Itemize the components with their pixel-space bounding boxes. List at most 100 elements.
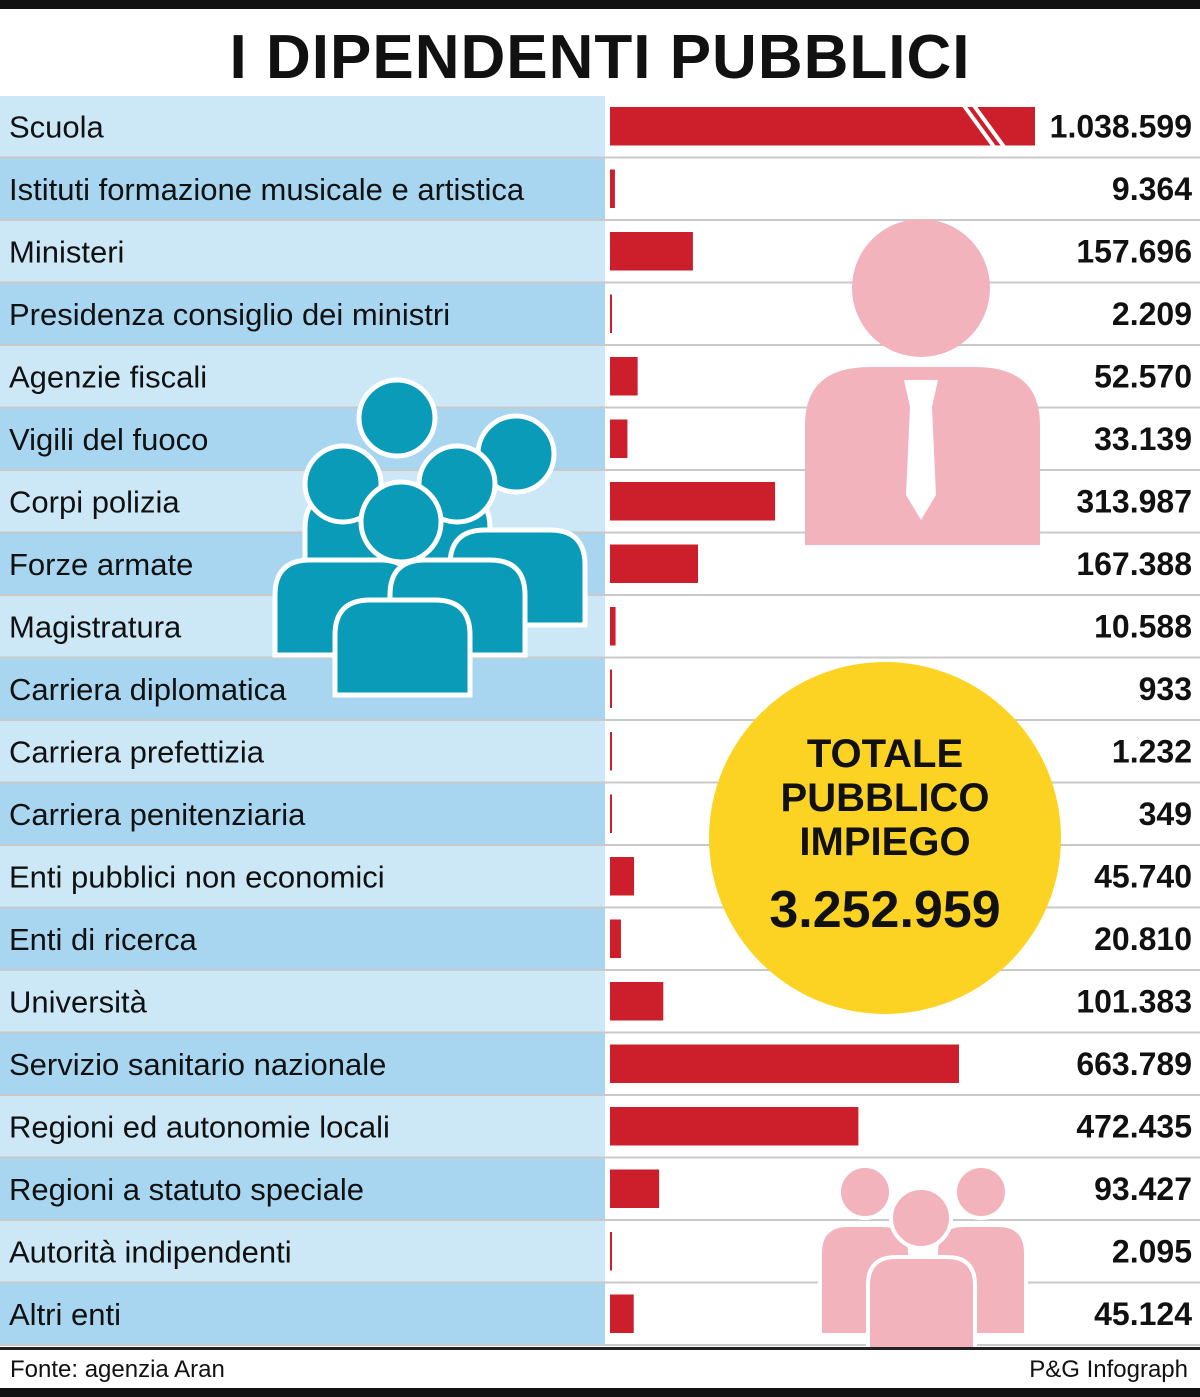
value-label: 52.570 [1094, 358, 1192, 394]
bar [610, 732, 612, 771]
category-label: Regioni ed autonomie locali [9, 1109, 390, 1144]
person-head-shape [852, 219, 990, 357]
category-label: Corpi polizia [9, 484, 180, 519]
value-label: 2.209 [1112, 296, 1192, 332]
category-row-background [0, 783, 605, 844]
category-label: Altri enti [9, 1297, 121, 1332]
category-row-background [0, 1283, 605, 1344]
value-label: 45.124 [1094, 1296, 1192, 1332]
bar [610, 982, 664, 1021]
category-row-background [0, 658, 605, 719]
value-label: 93.427 [1094, 1171, 1192, 1207]
category-label: Magistratura [9, 609, 182, 644]
bars [610, 101, 1035, 1333]
group-person-head [356, 377, 438, 459]
category-row-background [0, 908, 605, 969]
bar [610, 419, 628, 458]
chart-title: I DIPENDENTI PUBBLICI [229, 23, 971, 92]
bar [610, 794, 612, 833]
bar [610, 1169, 660, 1208]
group-person-body [332, 597, 473, 698]
bar [610, 1294, 634, 1333]
group-person-head [302, 443, 384, 525]
category-row-background [0, 971, 605, 1032]
total-badge-value: 3.252.959 [769, 881, 1000, 939]
total-badge-line: TOTALE [807, 732, 963, 776]
category-label: Regioni a statuto speciale [9, 1172, 364, 1207]
group-person-5 [332, 479, 473, 698]
person-with-tie-icon [805, 219, 1040, 545]
bar [610, 232, 693, 271]
total-badge-line: PUBBLICO [781, 776, 990, 820]
rows [0, 96, 1200, 1346]
small-person-3 [866, 1186, 977, 1347]
bar-break-mark [970, 101, 1008, 151]
value-label: 157.696 [1076, 233, 1192, 269]
bar [610, 357, 638, 396]
bar [610, 169, 615, 208]
value-label: 472.435 [1076, 1108, 1192, 1144]
value-label: 1.232 [1112, 733, 1192, 769]
category-label: Enti di ricerca [9, 922, 198, 957]
bar [610, 857, 635, 896]
category-label: Autorità indipendenti [9, 1234, 292, 1269]
people-group-icon [272, 377, 588, 698]
value-label: 101.383 [1076, 983, 1192, 1019]
category-label: Agenzie fiscali [9, 359, 207, 394]
total-badge-circle [709, 662, 1061, 1014]
credit-note: P&G Infograph [1029, 1356, 1188, 1383]
small-person-body [866, 1255, 977, 1347]
category-label: Vigili del fuoco [9, 422, 208, 457]
category-label: Università [9, 984, 148, 1019]
category-row-background [0, 96, 605, 157]
source-note: Fonte: agenzia Aran [10, 1356, 225, 1383]
small-person-head [953, 1164, 1009, 1220]
category-row-background [0, 221, 605, 282]
bar [610, 482, 776, 521]
value-label: 2.095 [1112, 1233, 1192, 1269]
top-rule [0, 0, 1200, 9]
small-person-head [837, 1164, 893, 1220]
category-row-background [0, 846, 605, 907]
category-row-background [0, 721, 605, 782]
category-row-background [0, 1221, 605, 1282]
category-row-background [0, 346, 605, 407]
category-row-background [0, 1033, 605, 1094]
value-label: 33.139 [1094, 421, 1192, 457]
small-person-head [889, 1186, 953, 1250]
people-small-icon [818, 1164, 1028, 1347]
bar [610, 919, 621, 958]
category-label: Forze armate [9, 547, 193, 582]
value-label: 663.789 [1076, 1046, 1192, 1082]
category-label: Presidenza consiglio dei ministri [9, 297, 450, 332]
bar [610, 107, 1035, 146]
tie-shape [904, 380, 938, 520]
category-label: Servizio sanitario nazionale [9, 1047, 386, 1082]
bar [610, 294, 612, 333]
category-label: Istituti formazione musicale e artistica [9, 172, 525, 207]
value-label: 167.388 [1076, 546, 1192, 582]
category-row-background [0, 283, 605, 344]
group-person-head [358, 479, 444, 565]
footer: Fonte: agenzia Aran P&G Infograph [0, 1347, 1200, 1390]
category-label: Scuola [9, 109, 105, 144]
labels-layer: Scuola 1.038.599 Istituti formazione music… [9, 108, 1192, 1332]
bar-break-mark [960, 101, 998, 151]
bar [610, 1044, 959, 1083]
category-label: Ministeri [9, 234, 124, 269]
bar [610, 1232, 612, 1271]
value-label: 313.987 [1076, 483, 1192, 519]
bar [610, 1107, 859, 1146]
category-label: Carriera penitenziaria [9, 797, 306, 832]
value-label: 20.810 [1094, 921, 1192, 957]
category-row-background [0, 1096, 605, 1157]
value-label: 933 [1139, 671, 1192, 707]
bar [610, 607, 616, 646]
category-row-background [0, 158, 605, 219]
value-label: 349 [1139, 796, 1192, 832]
value-label: 1.038.599 [1050, 108, 1192, 144]
category-label: Enti pubblici non economici [9, 859, 385, 894]
tie-path [904, 380, 938, 520]
